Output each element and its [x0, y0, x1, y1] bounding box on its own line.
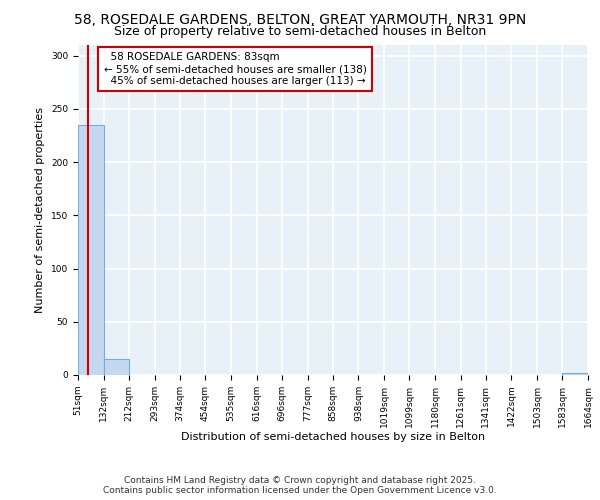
Y-axis label: Number of semi-detached properties: Number of semi-detached properties: [35, 107, 46, 313]
Text: 58, ROSEDALE GARDENS, BELTON, GREAT YARMOUTH, NR31 9PN: 58, ROSEDALE GARDENS, BELTON, GREAT YARM…: [74, 12, 526, 26]
Bar: [562, 373, 588, 375]
Bar: [78, 125, 104, 375]
Bar: [104, 359, 129, 375]
Text: 58 ROSEDALE GARDENS: 83sqm
← 55% of semi-detached houses are smaller (138)
  45%: 58 ROSEDALE GARDENS: 83sqm ← 55% of semi…: [104, 52, 367, 86]
X-axis label: Distribution of semi-detached houses by size in Belton: Distribution of semi-detached houses by …: [181, 432, 485, 442]
Text: Contains HM Land Registry data © Crown copyright and database right 2025.
Contai: Contains HM Land Registry data © Crown c…: [103, 476, 497, 495]
Text: Size of property relative to semi-detached houses in Belton: Size of property relative to semi-detach…: [114, 25, 486, 38]
